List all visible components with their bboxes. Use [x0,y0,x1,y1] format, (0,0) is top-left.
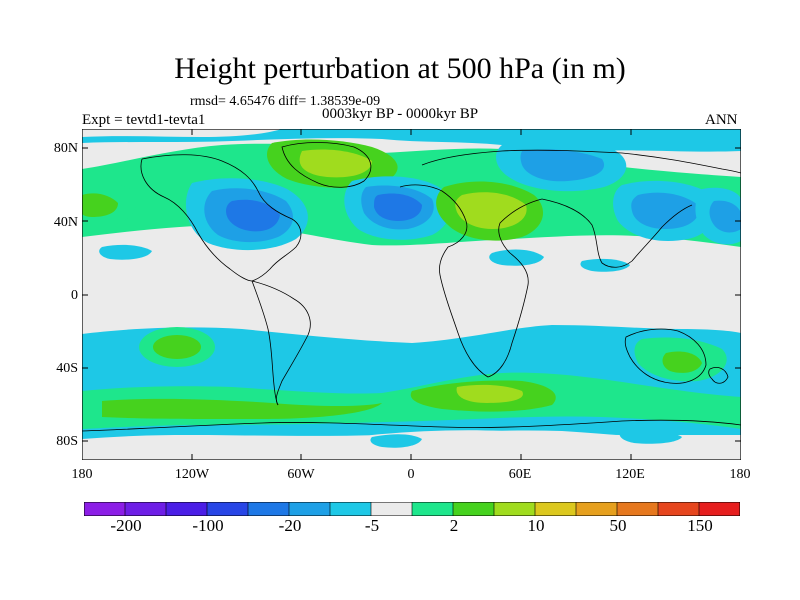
season-label: ANN [705,112,738,128]
colorbar-swatch-9 [452,502,495,516]
contour-tropical-blue-2 [489,249,544,266]
colorbar-label-50: 50 [609,516,627,535]
lon-tick-60e: 60E [508,467,532,482]
plot-title: Height perturbation at 500 hPa (in m) [174,52,626,85]
contour-arctic-neutral [82,129,282,137]
lon-tick-180e: 180 [729,467,751,482]
colorbar-swatch-11 [534,502,577,516]
lat-tick-40n: 40N [53,215,78,230]
contour-asia-midblue [631,192,700,229]
colorbar-label-10: 10 [527,516,545,535]
lon-tick-60w: 60W [287,467,315,482]
colorbar-label-2: 2 [449,516,459,535]
colorbar-label-150: 150 [687,516,713,535]
lat-tick-80n: 80N [53,141,78,156]
lat-tick-eq: 0 [71,288,78,303]
contour-south-pacific-green [153,335,201,359]
lon-tick-180w: 180 [71,467,93,482]
colorbar-swatch-1 [124,502,167,516]
height-perturbation-map [82,129,741,460]
contour-tropical-blue-1 [99,244,152,260]
contour-antarctic-blue-1 [370,434,422,448]
contour-south-atlantic-yellow [456,384,523,403]
colorbar-swatch-8 [411,502,454,516]
contour-siberia-midblue [520,149,605,182]
contour-north-america-darkblue [226,199,280,232]
colorbar-swatch-10 [493,502,536,516]
contour-greenland-yellow [299,149,372,178]
experiment-label: Expt = tevtd1-tevta1 [82,112,206,128]
colorbar-swatch-3 [206,502,249,516]
colorbar-swatch-13 [616,502,659,516]
contour-subtropical-green [82,193,118,217]
contour-antarctic-blue-2 [619,430,682,444]
colorbar-swatch-0 [84,502,126,516]
lat-tick-40s: 40S [56,361,78,376]
colorbar-swatch-15 [698,502,740,516]
colorbar-swatch-12 [575,502,618,516]
colorbar-label-neg5: -5 [364,516,380,535]
contour-dateline-midblue [709,200,741,233]
rmsd-diff-stats: rmsd= 4.65476 diff= 1.38539e-09 [190,94,381,109]
contour-atlantic-darkblue [374,193,422,221]
colorbar-swatch-6 [329,502,372,516]
contour-europe-yellow [455,192,527,229]
colorbar-label-neg200: -200 [110,516,142,535]
lat-tick-80s: 80S [56,434,78,449]
contour-australia-green [662,351,702,373]
lon-tick-0: 0 [407,467,415,482]
colorbar-label-neg20: -20 [278,516,302,535]
colorbar-label-neg100: -100 [192,516,224,535]
contour-southern-green-core [102,398,382,419]
colorbar [84,502,740,516]
colorbar-swatch-4 [247,502,290,516]
colorbar-swatch-7 [370,502,413,516]
lon-tick-120w: 120W [174,467,210,482]
coastlines [82,142,741,432]
colorbar-swatch-14 [657,502,700,516]
axis-tick-marks [82,129,741,460]
colorbar-swatch-2 [165,502,208,516]
period-label: 0003kyr BP - 0000kyr BP [322,106,479,122]
colorbar-swatch-5 [288,502,331,516]
lon-tick-120e: 120E [615,467,645,482]
